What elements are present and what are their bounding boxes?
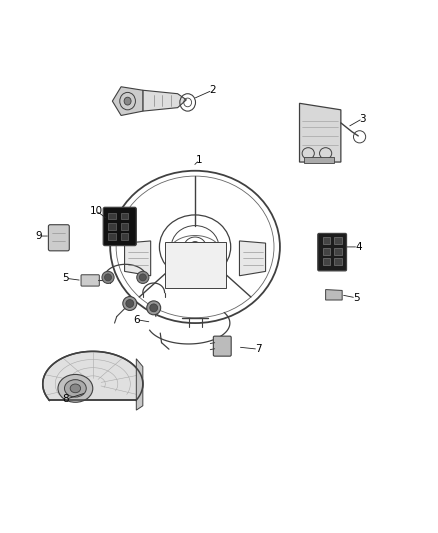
Polygon shape (124, 241, 151, 276)
Bar (322, 258, 330, 265)
Ellipse shape (102, 271, 114, 284)
Bar (120, 213, 128, 220)
Text: 4: 4 (355, 242, 362, 252)
Polygon shape (240, 241, 265, 276)
Text: 6: 6 (133, 314, 140, 325)
Polygon shape (165, 242, 226, 288)
Bar (120, 223, 128, 230)
Ellipse shape (123, 296, 137, 310)
Bar (322, 248, 330, 255)
Ellipse shape (126, 300, 134, 308)
Bar (322, 237, 330, 244)
Polygon shape (43, 351, 143, 400)
Text: 8: 8 (63, 394, 69, 404)
Bar (334, 237, 342, 244)
Text: 1: 1 (196, 155, 203, 165)
FancyBboxPatch shape (318, 233, 346, 271)
Ellipse shape (150, 304, 158, 312)
FancyBboxPatch shape (213, 336, 231, 356)
Bar (334, 258, 342, 265)
Ellipse shape (137, 271, 149, 284)
Polygon shape (113, 87, 143, 116)
Text: 10: 10 (90, 206, 103, 216)
Ellipse shape (139, 274, 146, 281)
Bar (120, 233, 128, 240)
Ellipse shape (124, 97, 131, 105)
Ellipse shape (64, 379, 86, 397)
Ellipse shape (147, 301, 161, 315)
FancyBboxPatch shape (48, 225, 69, 251)
Polygon shape (143, 90, 186, 111)
Text: 7: 7 (255, 344, 261, 354)
Text: 3: 3 (359, 114, 366, 124)
Text: 5: 5 (353, 293, 360, 303)
Polygon shape (304, 157, 334, 163)
Bar (109, 213, 116, 220)
Polygon shape (325, 289, 342, 300)
Ellipse shape (58, 375, 93, 402)
Text: 5: 5 (63, 273, 69, 283)
Bar (109, 233, 116, 240)
FancyBboxPatch shape (103, 207, 136, 246)
Polygon shape (136, 359, 143, 410)
FancyBboxPatch shape (81, 275, 99, 286)
Bar (334, 248, 342, 255)
Text: 2: 2 (209, 85, 216, 95)
Ellipse shape (105, 274, 112, 281)
Text: 9: 9 (35, 231, 42, 241)
Bar (109, 223, 116, 230)
Polygon shape (300, 103, 341, 162)
Ellipse shape (70, 384, 81, 393)
Ellipse shape (189, 241, 201, 252)
